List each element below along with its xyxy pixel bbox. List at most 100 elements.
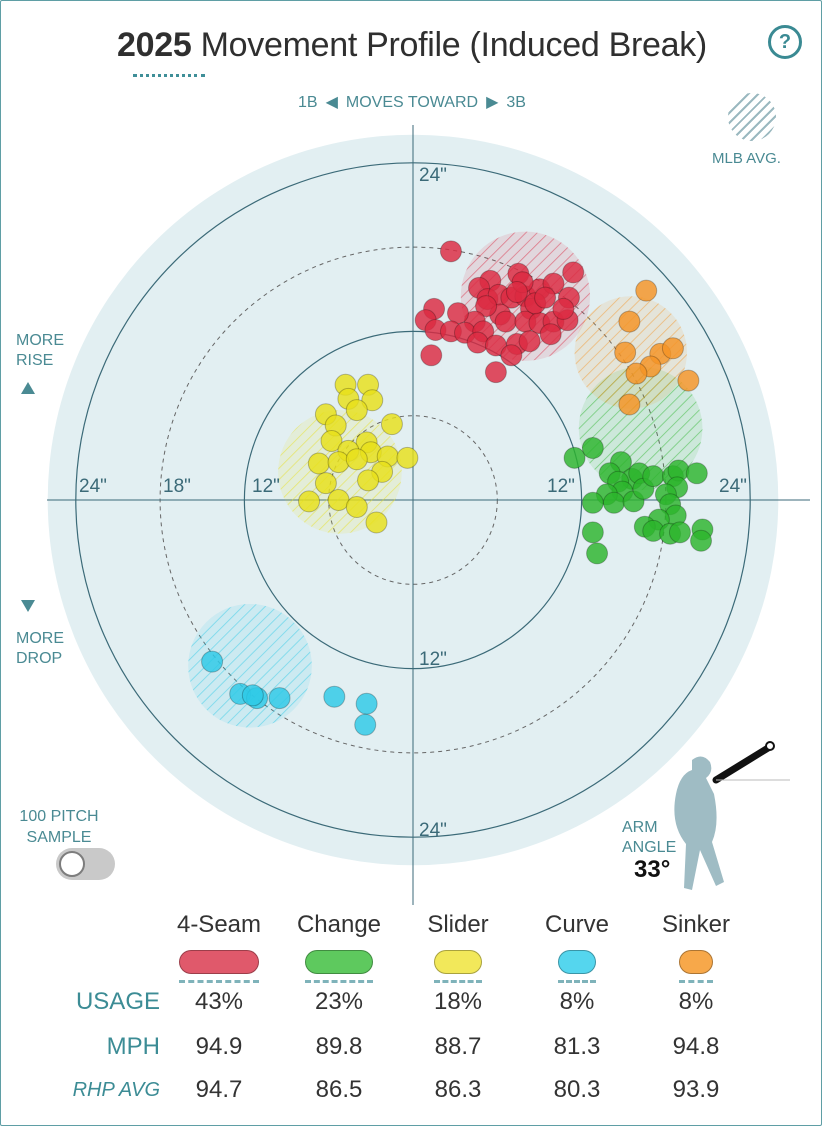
pitch-point-change [563, 446, 586, 469]
pitch-point-sinker [614, 341, 637, 364]
more-rise-line2: RISE [16, 352, 54, 369]
title-year: 2025 [117, 26, 192, 64]
pitch-point-change [581, 491, 604, 514]
pitch-point-4-seam [439, 240, 462, 263]
direction-label: 1B ◀ MOVES TOWARD ▶ 3B [0, 92, 824, 112]
pitch-point-change [586, 542, 609, 565]
mph-value-1: 89.8 [315, 1033, 363, 1060]
ring-label-left-mid: 18" [163, 476, 191, 497]
pitch-point-slider [396, 446, 419, 469]
pitch-point-sinker [618, 310, 641, 333]
year-dropdown-underline[interactable] [133, 74, 205, 77]
usage-value-1: 23% [314, 988, 364, 1015]
chart-title: 2025 Movement Profile (Induced Break) [0, 26, 824, 65]
rhp-avg-row-label: RHP AVG [72, 1079, 160, 1101]
pitch-point-4-seam [562, 261, 585, 284]
direction-3b: 3B [506, 94, 526, 111]
pitch-sample-line2: SAMPLE [26, 829, 92, 846]
pitch-color-pill-1[interactable] [305, 950, 373, 974]
more-rise-line1: MORE [16, 332, 64, 349]
usage-value-4: 8% [678, 988, 714, 1015]
usage-value-3: 8% [559, 988, 595, 1015]
triangle-up-icon [21, 382, 35, 394]
arm-angle-label: ARM ANGLE [622, 818, 676, 858]
pitch-color-pill-2[interactable] [434, 950, 482, 974]
ring-label-left-outer: 24" [79, 476, 107, 497]
pitch-color-pill-3[interactable] [558, 950, 596, 974]
pitch-color-pill-0[interactable] [179, 950, 259, 974]
pitch-point-slider [320, 429, 343, 452]
usage-row-label: USAGE [75, 988, 160, 1015]
arm-angle-line1: ARM [622, 819, 658, 836]
pitch-sample-toggle[interactable] [56, 848, 115, 880]
pitch-name-4[interactable]: Sinker [661, 911, 731, 938]
arm-angle-value: 33° [634, 856, 671, 883]
pitch-point-change [685, 462, 708, 485]
pitch-point-slider [357, 469, 380, 492]
pitch-point-sinker [625, 362, 648, 385]
pitch-point-4-seam [420, 344, 443, 367]
pitch-point-change [602, 491, 625, 514]
pitch-name-3[interactable]: Curve [544, 911, 610, 938]
pitch-point-curve [241, 684, 264, 707]
pitch-point-slider [345, 448, 368, 471]
mph-value-2: 88.7 [434, 1033, 482, 1060]
pitch-name-1[interactable]: Change [296, 911, 382, 938]
title-text: Movement Profile (Induced Break) [200, 26, 708, 64]
triangle-down-icon [21, 600, 35, 612]
rhp-avg-value-0: 94.7 [195, 1076, 243, 1103]
pitch-point-slider [345, 399, 368, 422]
arm-angle-line [712, 744, 772, 784]
pitch-sample-label: 100 PITCH SAMPLE [14, 806, 104, 848]
pitch-name-0[interactable]: 4-Seam [176, 911, 262, 938]
direction-moves-toward: MOVES TOWARD [345, 94, 479, 111]
pitch-point-4-seam [494, 310, 517, 333]
rhp-avg-value-1: 86.5 [315, 1076, 363, 1103]
rhp-avg-value-4: 93.9 [672, 1076, 720, 1103]
mph-row-label: MPH [106, 1033, 160, 1060]
pitch-pill-underline-3 [558, 980, 596, 983]
ring-label-bottom-outer: 24" [419, 820, 447, 841]
more-drop-line1: MORE [16, 630, 64, 647]
more-rise-label: MORE RISE [16, 331, 64, 371]
pitch-point-change [581, 521, 604, 544]
mph-value-4: 94.8 [672, 1033, 720, 1060]
pitch-point-change [690, 529, 713, 552]
pitch-name-2[interactable]: Slider [427, 911, 489, 938]
pitch-point-4-seam [518, 330, 541, 353]
usage-value-2: 18% [433, 988, 483, 1015]
mlb-avg-swatch-icon [728, 93, 776, 141]
pitch-color-pill-4[interactable] [679, 950, 713, 974]
pitch-point-sinker [618, 393, 641, 416]
pitch-point-change [581, 437, 604, 460]
pitch-point-4-seam [484, 361, 507, 384]
pitch-point-4-seam [500, 344, 523, 367]
pitch-point-4-seam [505, 281, 528, 304]
pitch-pill-underline-2 [434, 980, 482, 983]
pitch-point-change [642, 465, 665, 488]
pitch-point-4-seam [466, 331, 489, 354]
ring-label-right-outer: 24" [719, 476, 747, 497]
pitch-sample-line1: 100 PITCH [19, 808, 99, 825]
pitch-point-curve [355, 692, 378, 715]
help-button[interactable]: ? [768, 25, 802, 59]
mph-value-3: 81.3 [553, 1033, 601, 1060]
pitch-point-sinker [635, 279, 658, 302]
rhp-avg-value-2: 86.3 [434, 1076, 482, 1103]
pitch-point-slider [298, 490, 321, 513]
pitch-point-sinker [677, 369, 700, 392]
pitch-point-4-seam [539, 323, 562, 346]
pitch-point-slider [327, 451, 350, 474]
pitch-point-slider [314, 472, 337, 495]
pitch-point-curve [323, 685, 346, 708]
pitcher-silhouette-icon [674, 756, 724, 890]
pitch-point-curve [201, 650, 224, 673]
pitch-point-4-seam [484, 334, 507, 357]
pitch-point-slider [365, 511, 388, 534]
pitch-point-sinker [661, 337, 684, 360]
mlb-avg-label: MLB AVG. [712, 150, 781, 167]
ring-label-top: 24" [419, 165, 447, 186]
pitch-pill-underline-4 [679, 980, 713, 983]
